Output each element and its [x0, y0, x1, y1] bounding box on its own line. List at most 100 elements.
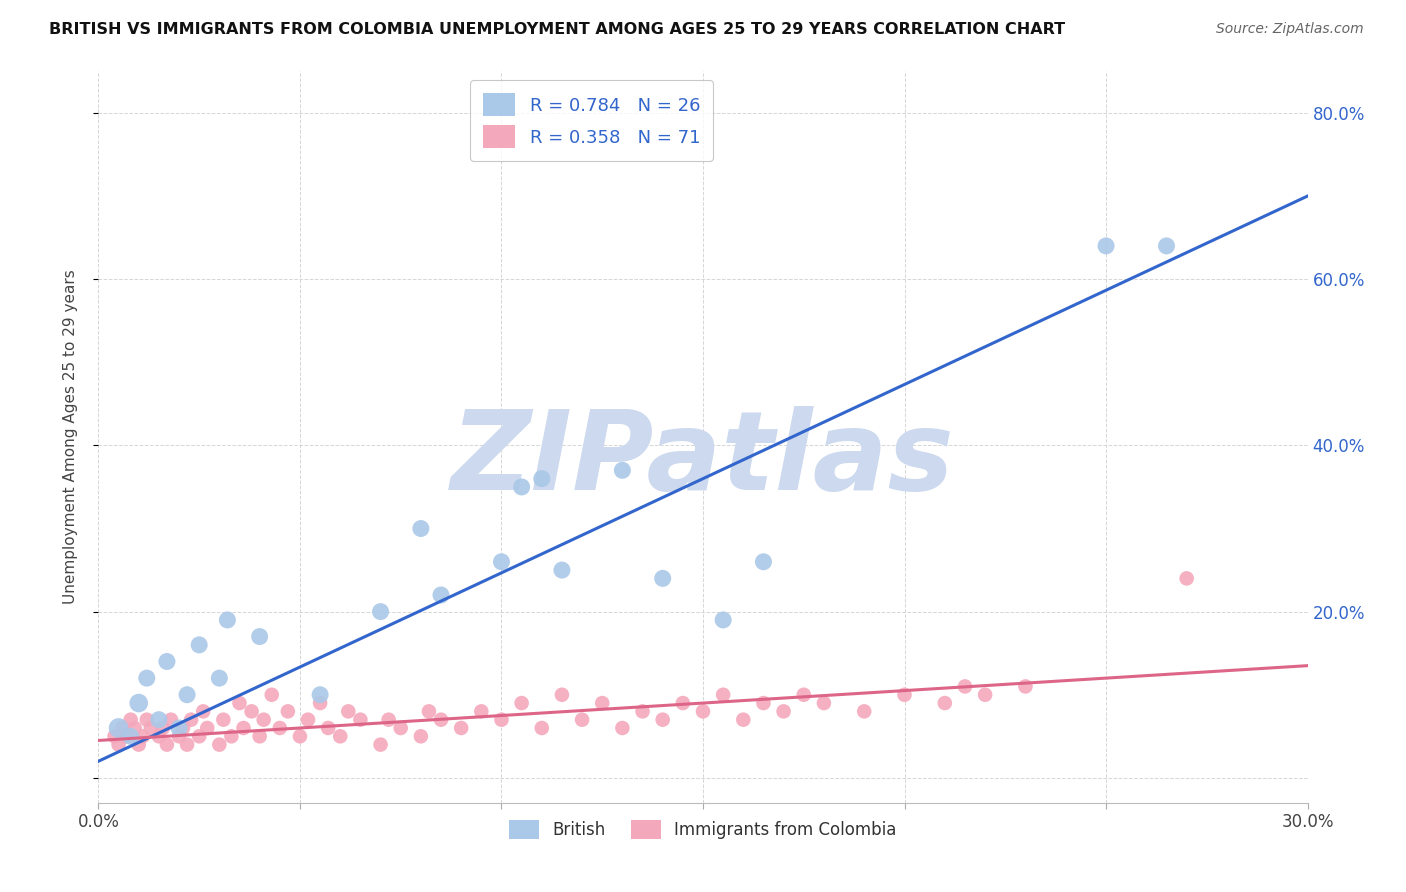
- Point: [893, 688, 915, 702]
- Point: [370, 605, 392, 619]
- Point: [631, 705, 654, 719]
- Point: [853, 705, 876, 719]
- Point: [733, 713, 755, 727]
- Point: [1095, 239, 1118, 253]
- Point: [309, 688, 332, 702]
- Point: [260, 688, 283, 702]
- Point: [651, 713, 673, 727]
- Point: [530, 472, 553, 486]
- Point: [571, 713, 593, 727]
- Point: [212, 713, 235, 727]
- Y-axis label: Unemployment Among Ages 25 to 29 years: Unemployment Among Ages 25 to 29 years: [63, 269, 77, 605]
- Point: [389, 721, 412, 735]
- Point: [269, 721, 291, 735]
- Point: [510, 696, 533, 710]
- Point: [470, 705, 492, 719]
- Point: [692, 705, 714, 719]
- Point: [139, 721, 162, 735]
- Point: [612, 721, 634, 735]
- Point: [135, 671, 157, 685]
- Point: [217, 613, 239, 627]
- Point: [167, 729, 190, 743]
- Point: [813, 696, 835, 710]
- Point: [156, 738, 179, 752]
- Point: [111, 721, 134, 735]
- Point: [193, 705, 215, 719]
- Point: [240, 705, 263, 719]
- Point: [551, 688, 574, 702]
- Text: BRITISH VS IMMIGRANTS FROM COLOMBIA UNEMPLOYMENT AMONG AGES 25 TO 29 YEARS CORRE: BRITISH VS IMMIGRANTS FROM COLOMBIA UNEM…: [49, 22, 1066, 37]
- Point: [329, 729, 352, 743]
- Point: [152, 721, 174, 735]
- Point: [167, 721, 190, 735]
- Point: [349, 713, 371, 727]
- Point: [249, 729, 271, 743]
- Point: [156, 655, 179, 669]
- Point: [103, 729, 125, 743]
- Point: [176, 688, 198, 702]
- Point: [793, 688, 815, 702]
- Point: [188, 729, 211, 743]
- Point: [135, 713, 157, 727]
- Point: [148, 713, 170, 727]
- Point: [1156, 239, 1178, 253]
- Point: [430, 588, 453, 602]
- Point: [288, 729, 311, 743]
- Text: ZIPatlas: ZIPatlas: [451, 406, 955, 513]
- Point: [176, 738, 198, 752]
- Point: [249, 630, 271, 644]
- Point: [551, 563, 574, 577]
- Point: [232, 721, 254, 735]
- Point: [208, 738, 231, 752]
- Point: [752, 696, 775, 710]
- Point: [337, 705, 360, 719]
- Text: Source: ZipAtlas.com: Source: ZipAtlas.com: [1216, 22, 1364, 37]
- Point: [107, 738, 129, 752]
- Point: [752, 555, 775, 569]
- Point: [530, 721, 553, 735]
- Point: [612, 463, 634, 477]
- Point: [120, 713, 142, 727]
- Point: [934, 696, 956, 710]
- Point: [316, 721, 339, 735]
- Point: [377, 713, 399, 727]
- Point: [430, 713, 453, 727]
- Point: [651, 571, 673, 585]
- Point: [1014, 680, 1036, 694]
- Point: [221, 729, 243, 743]
- Point: [124, 721, 146, 735]
- Point: [208, 671, 231, 685]
- Point: [115, 729, 138, 743]
- Point: [195, 721, 218, 735]
- Point: [128, 738, 150, 752]
- Point: [188, 638, 211, 652]
- Point: [974, 688, 997, 702]
- Point: [953, 680, 976, 694]
- Point: [172, 721, 194, 735]
- Legend: British, Immigrants from Colombia: British, Immigrants from Colombia: [503, 814, 903, 846]
- Point: [491, 555, 513, 569]
- Point: [120, 729, 142, 743]
- Point: [591, 696, 613, 710]
- Point: [672, 696, 695, 710]
- Point: [297, 713, 319, 727]
- Point: [160, 713, 183, 727]
- Point: [253, 713, 276, 727]
- Point: [132, 729, 155, 743]
- Point: [1175, 571, 1198, 585]
- Point: [128, 696, 150, 710]
- Point: [148, 729, 170, 743]
- Point: [409, 521, 432, 535]
- Point: [711, 613, 734, 627]
- Point: [228, 696, 250, 710]
- Point: [418, 705, 440, 719]
- Point: [309, 696, 332, 710]
- Point: [277, 705, 299, 719]
- Point: [491, 713, 513, 727]
- Point: [370, 738, 392, 752]
- Point: [772, 705, 794, 719]
- Point: [510, 480, 533, 494]
- Point: [107, 721, 129, 735]
- Point: [180, 713, 202, 727]
- Point: [450, 721, 472, 735]
